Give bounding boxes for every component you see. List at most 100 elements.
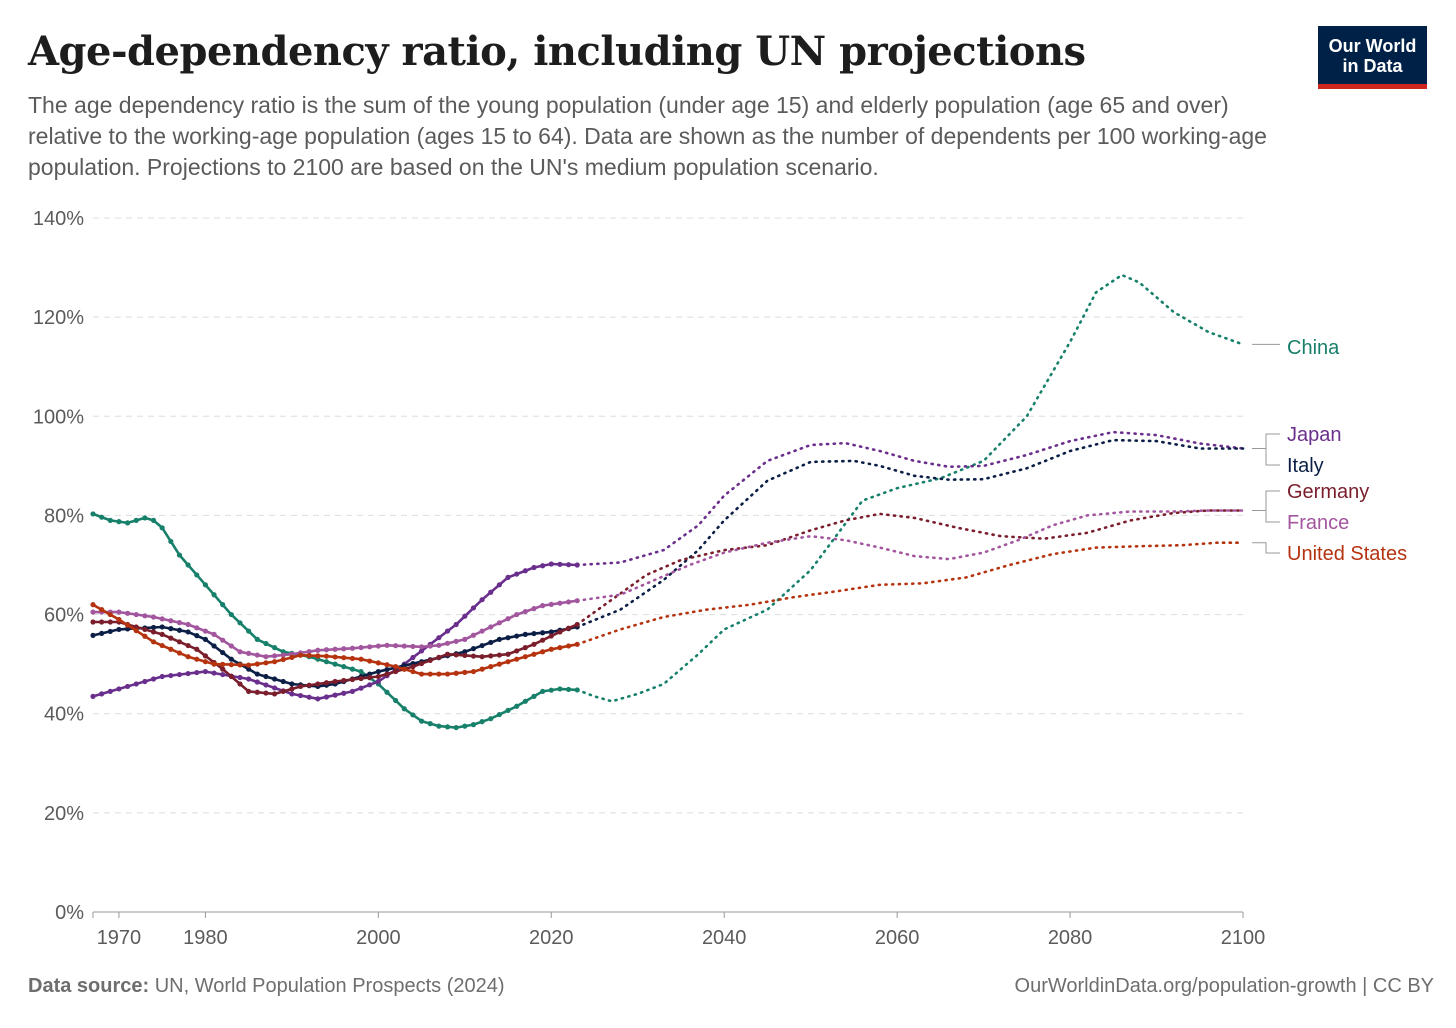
data-point	[488, 716, 494, 722]
x-axis: 1970 1980 2000 2020 2040 2060 2080 2100	[92, 911, 1265, 949]
y-tick-label: 0%	[55, 902, 84, 924]
data-point	[384, 666, 390, 673]
data-point	[220, 671, 226, 678]
data-point	[202, 636, 209, 642]
data-point	[410, 654, 416, 661]
projected-line	[575, 438, 1245, 629]
data-point	[505, 659, 511, 665]
data-point	[358, 644, 364, 651]
data-point	[142, 515, 148, 521]
data-point	[254, 652, 260, 658]
data-point	[418, 644, 425, 650]
projected-line	[575, 273, 1245, 703]
data-point	[306, 648, 312, 655]
label-connector	[1252, 448, 1280, 466]
data-point	[522, 608, 528, 615]
data-point	[418, 718, 425, 724]
data-point	[271, 676, 278, 682]
data-point	[496, 582, 502, 588]
data-point	[488, 664, 494, 670]
data-point	[540, 563, 546, 569]
data-point	[150, 624, 157, 631]
y-tick-label: 40%	[44, 704, 84, 726]
data-point	[150, 639, 157, 645]
data-point	[548, 561, 554, 567]
data-point	[90, 693, 96, 699]
data-point	[375, 678, 381, 685]
data-point	[540, 603, 546, 609]
data-point	[522, 568, 528, 574]
data-point	[531, 641, 537, 647]
data-point	[531, 651, 537, 657]
x-tick-label: 2000	[356, 927, 401, 949]
data-point	[202, 668, 209, 675]
data-point	[349, 676, 355, 683]
data-point	[349, 645, 355, 651]
data-point	[185, 621, 191, 628]
data-point	[436, 723, 442, 729]
data-point	[462, 636, 468, 642]
data-point	[271, 653, 278, 659]
data-point	[393, 664, 399, 670]
data-point	[185, 654, 191, 660]
data-point	[505, 635, 511, 641]
data-point	[453, 724, 459, 731]
data-point	[522, 631, 528, 638]
series-japan	[90, 430, 1245, 702]
data-point	[220, 602, 226, 608]
data-point	[358, 668, 364, 675]
data-point	[194, 646, 200, 652]
data-point	[401, 643, 407, 649]
data-point	[271, 645, 278, 651]
data-point	[548, 646, 554, 652]
data-point	[410, 664, 416, 670]
data-point	[263, 673, 269, 680]
data-point	[159, 525, 165, 531]
data-point	[289, 654, 295, 660]
series-lines	[90, 273, 1245, 731]
data-point	[297, 652, 304, 658]
chart-title: Age-dependency ratio, including UN proje…	[28, 28, 1086, 75]
data-point	[107, 688, 113, 695]
data-point	[332, 678, 338, 685]
data-point	[150, 676, 157, 682]
data-point	[358, 675, 364, 682]
data-point	[418, 671, 425, 677]
data-point	[367, 682, 373, 688]
data-point	[349, 655, 355, 662]
x-tick-label: 1970	[97, 927, 142, 949]
owid-logo[interactable]: Our World in Data	[1318, 26, 1427, 89]
data-point	[332, 646, 338, 652]
data-point	[297, 683, 304, 690]
x-tick-label: 1980	[183, 927, 228, 949]
series-label-france: France	[1287, 512, 1349, 534]
footer-link[interactable]: OurWorldinData.org/population-growth | C…	[1014, 975, 1434, 997]
data-point	[263, 640, 269, 647]
data-point	[531, 564, 537, 571]
data-point	[176, 671, 183, 678]
data-point	[436, 635, 442, 641]
data-point	[540, 637, 546, 643]
data-point	[202, 653, 209, 659]
data-point	[505, 651, 511, 657]
data-point	[116, 609, 122, 615]
data-point	[185, 562, 191, 568]
data-point	[401, 706, 407, 712]
y-tick-label: 120%	[33, 307, 84, 329]
data-point	[263, 660, 269, 666]
data-point	[228, 643, 234, 649]
data-point	[548, 601, 554, 608]
data-point	[470, 632, 477, 638]
data-point	[211, 670, 217, 676]
data-point	[168, 635, 174, 641]
data-point	[341, 646, 347, 652]
data-point	[444, 671, 451, 677]
data-point	[194, 572, 200, 578]
data-point	[176, 639, 183, 645]
data-point	[168, 538, 174, 545]
data-point	[488, 639, 494, 646]
data-point	[159, 616, 165, 622]
data-point	[557, 645, 563, 651]
data-point	[479, 628, 485, 634]
source-label: Data source:	[28, 975, 150, 997]
